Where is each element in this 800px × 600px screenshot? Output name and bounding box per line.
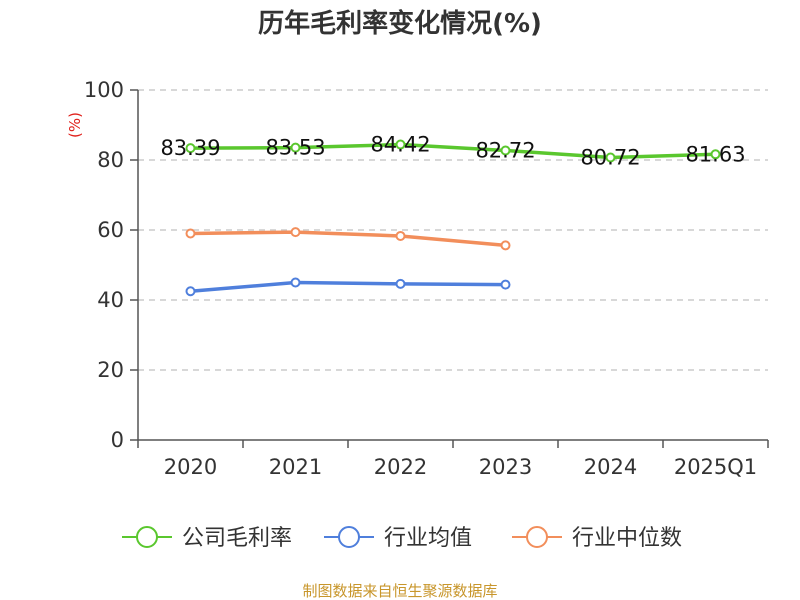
axes: 0 20 40 60 80 100 2020 2021 2022 2023 2024 2025Q1 [84, 78, 769, 479]
y-unit-label: (%) [66, 112, 84, 138]
y-tick-label: 20 [97, 358, 124, 382]
y-tick-label: 40 [97, 288, 124, 312]
legend-swatch-marker [526, 526, 548, 548]
legend: 公司毛利率 行业均值 行业中位数 [122, 526, 682, 551]
data-point [500, 279, 511, 290]
y-tick-label: 100 [84, 78, 124, 102]
legend-swatch-marker [136, 526, 158, 548]
legend-label: 公司毛利率 [182, 526, 292, 551]
data-label: 80.72 [580, 145, 640, 169]
source-note: 制图数据来自恒生聚源数据库 [302, 582, 497, 600]
x-tick-label: 2021 [269, 455, 322, 479]
y-tick-label: 80 [97, 148, 124, 172]
data-label: 83.39 [160, 136, 220, 160]
data-label: 83.53 [265, 136, 325, 160]
series-line-0 [188, 142, 718, 160]
series-line-2 [188, 230, 508, 248]
series [185, 139, 721, 297]
x-tick-label: 2025Q1 [674, 455, 757, 479]
data-point [290, 142, 301, 153]
x-tick-label: 2020 [164, 455, 217, 479]
data-point [395, 139, 406, 150]
data-label: 82.72 [475, 138, 535, 162]
data-point [395, 278, 406, 289]
data-point [290, 277, 301, 288]
legend-swatch-marker [338, 526, 360, 548]
data-point [710, 149, 721, 160]
data-point [185, 143, 196, 154]
data-point [185, 286, 196, 297]
y-tick-label: 0 [111, 428, 124, 452]
data-point [290, 227, 301, 238]
x-tick-label: 2023 [479, 455, 532, 479]
data-point [500, 145, 511, 156]
data-point [605, 152, 616, 163]
x-tick-label: 2022 [374, 455, 427, 479]
grid [138, 89, 768, 371]
data-point [500, 240, 511, 251]
data-point [395, 230, 406, 241]
y-tick-label: 60 [97, 218, 124, 242]
series-line-1 [188, 280, 508, 293]
data-labels: 83.39 83.53 84.42 82.72 80.72 81.63 [160, 133, 745, 170]
data-point [185, 228, 196, 239]
chart-title: 历年毛利率变化情况(%) [258, 8, 542, 39]
data-label: 81.63 [685, 142, 745, 166]
legend-label: 行业中位数 [572, 526, 682, 551]
data-label: 84.42 [370, 133, 430, 157]
x-tick-label: 2024 [584, 455, 637, 479]
legend-label: 行业均值 [384, 526, 472, 551]
